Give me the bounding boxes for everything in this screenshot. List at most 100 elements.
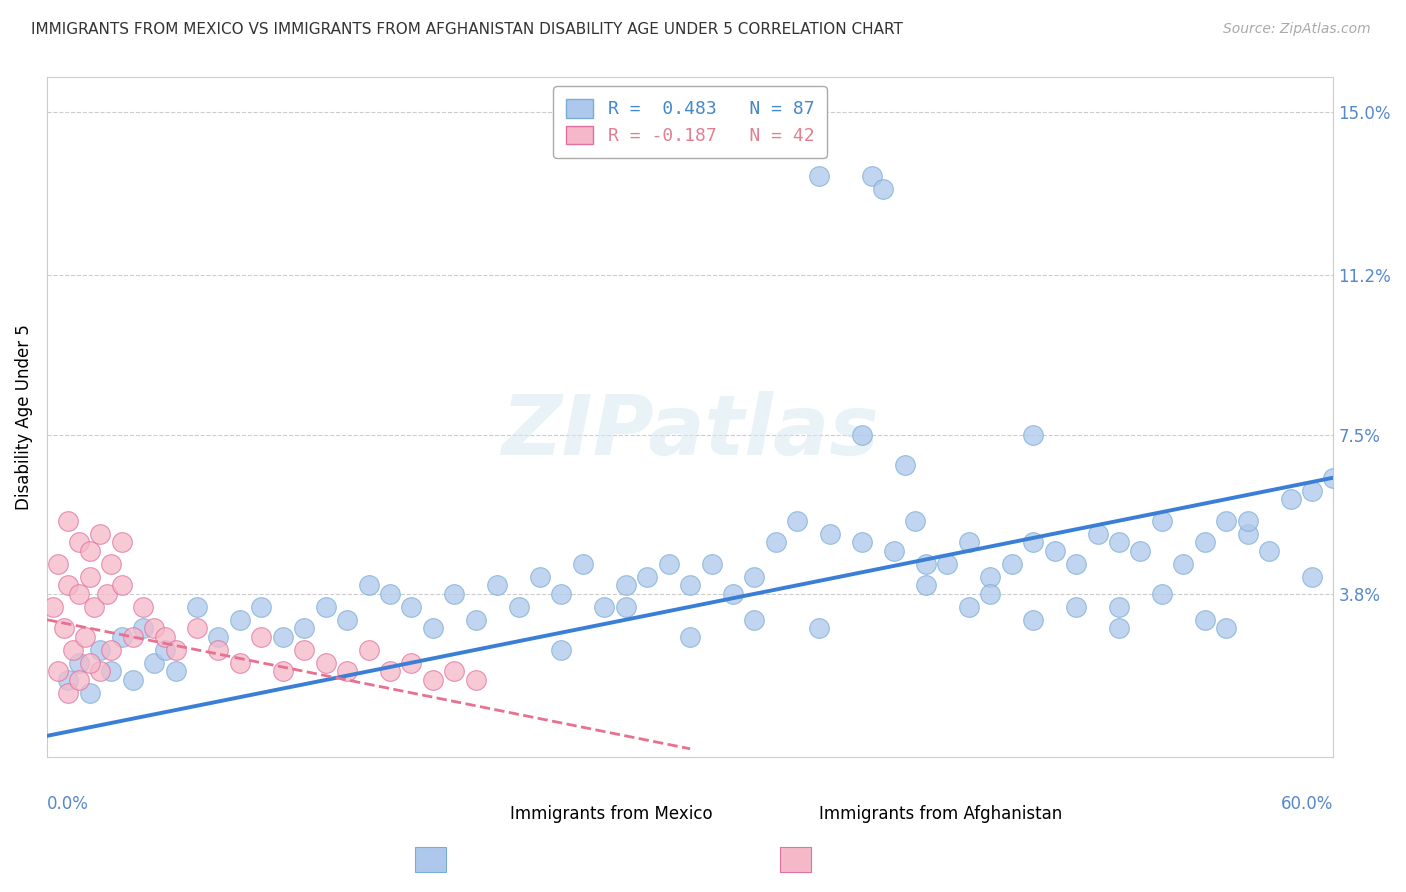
Point xyxy=(315,656,337,670)
Point xyxy=(786,514,808,528)
Point xyxy=(53,621,76,635)
Point xyxy=(572,557,595,571)
Point xyxy=(271,665,294,679)
Point xyxy=(614,599,637,614)
Point xyxy=(143,621,166,635)
Point xyxy=(636,569,658,583)
Point xyxy=(357,578,380,592)
Point xyxy=(89,665,111,679)
Point xyxy=(593,599,616,614)
Point xyxy=(207,642,229,657)
Point xyxy=(1022,613,1045,627)
Point xyxy=(229,613,252,627)
Point xyxy=(1301,569,1323,583)
Point xyxy=(100,557,122,571)
Point xyxy=(121,630,143,644)
Point xyxy=(250,630,273,644)
Point xyxy=(401,599,423,614)
Point xyxy=(111,630,134,644)
Point xyxy=(979,587,1001,601)
Point xyxy=(111,535,134,549)
Point xyxy=(464,673,486,687)
Point xyxy=(67,587,90,601)
Point xyxy=(721,587,744,601)
Point xyxy=(1064,599,1087,614)
Point xyxy=(979,569,1001,583)
Point xyxy=(1108,621,1130,635)
Point xyxy=(1150,514,1173,528)
Text: ZIPatlas: ZIPatlas xyxy=(501,391,879,472)
Point xyxy=(529,569,551,583)
Point xyxy=(1215,514,1237,528)
Point xyxy=(1001,557,1024,571)
Point xyxy=(132,599,155,614)
Point xyxy=(1087,526,1109,541)
Point xyxy=(292,642,315,657)
Point xyxy=(765,535,787,549)
Point xyxy=(700,557,723,571)
Point xyxy=(186,599,208,614)
Point xyxy=(1279,492,1302,507)
Point xyxy=(679,578,702,592)
Point xyxy=(1194,535,1216,549)
Point xyxy=(1173,557,1195,571)
Point xyxy=(111,578,134,592)
Point xyxy=(1301,483,1323,498)
Text: Immigrants from Mexico: Immigrants from Mexico xyxy=(510,805,713,823)
Point xyxy=(378,587,401,601)
Point xyxy=(464,613,486,627)
Point xyxy=(67,535,90,549)
Point xyxy=(1043,544,1066,558)
Point xyxy=(1322,471,1344,485)
Text: 60.0%: 60.0% xyxy=(1281,795,1333,813)
Point xyxy=(96,587,118,601)
Point xyxy=(79,656,101,670)
Point xyxy=(550,642,572,657)
Text: Source: ZipAtlas.com: Source: ZipAtlas.com xyxy=(1223,22,1371,37)
Point xyxy=(165,642,187,657)
Point xyxy=(143,656,166,670)
Point xyxy=(58,686,80,700)
Point xyxy=(872,182,894,196)
Point xyxy=(1108,535,1130,549)
Point xyxy=(422,621,444,635)
Point xyxy=(486,578,509,592)
Point xyxy=(75,630,97,644)
Point xyxy=(614,578,637,592)
Point xyxy=(915,578,938,592)
Point xyxy=(89,642,111,657)
Text: 0.0%: 0.0% xyxy=(46,795,89,813)
Point xyxy=(292,621,315,635)
Point xyxy=(807,169,830,184)
Point xyxy=(744,613,766,627)
Point xyxy=(207,630,229,644)
Point xyxy=(229,656,252,670)
Point xyxy=(957,599,980,614)
Point xyxy=(79,569,101,583)
Point xyxy=(121,673,143,687)
Point xyxy=(957,535,980,549)
Point xyxy=(100,665,122,679)
Point xyxy=(100,642,122,657)
Point xyxy=(250,599,273,614)
Point xyxy=(1108,599,1130,614)
Point xyxy=(153,642,176,657)
Point xyxy=(46,557,69,571)
Point xyxy=(46,665,69,679)
Point xyxy=(915,557,938,571)
Point xyxy=(936,557,959,571)
Point xyxy=(89,526,111,541)
Point xyxy=(422,673,444,687)
Point xyxy=(883,544,905,558)
Point xyxy=(550,587,572,601)
Point xyxy=(1022,427,1045,442)
Point xyxy=(401,656,423,670)
Point xyxy=(1236,526,1258,541)
Point xyxy=(315,599,337,614)
Point xyxy=(42,599,65,614)
Point xyxy=(851,427,873,442)
Y-axis label: Disability Age Under 5: Disability Age Under 5 xyxy=(15,325,32,510)
Point xyxy=(58,514,80,528)
Point xyxy=(336,665,359,679)
Point xyxy=(165,665,187,679)
